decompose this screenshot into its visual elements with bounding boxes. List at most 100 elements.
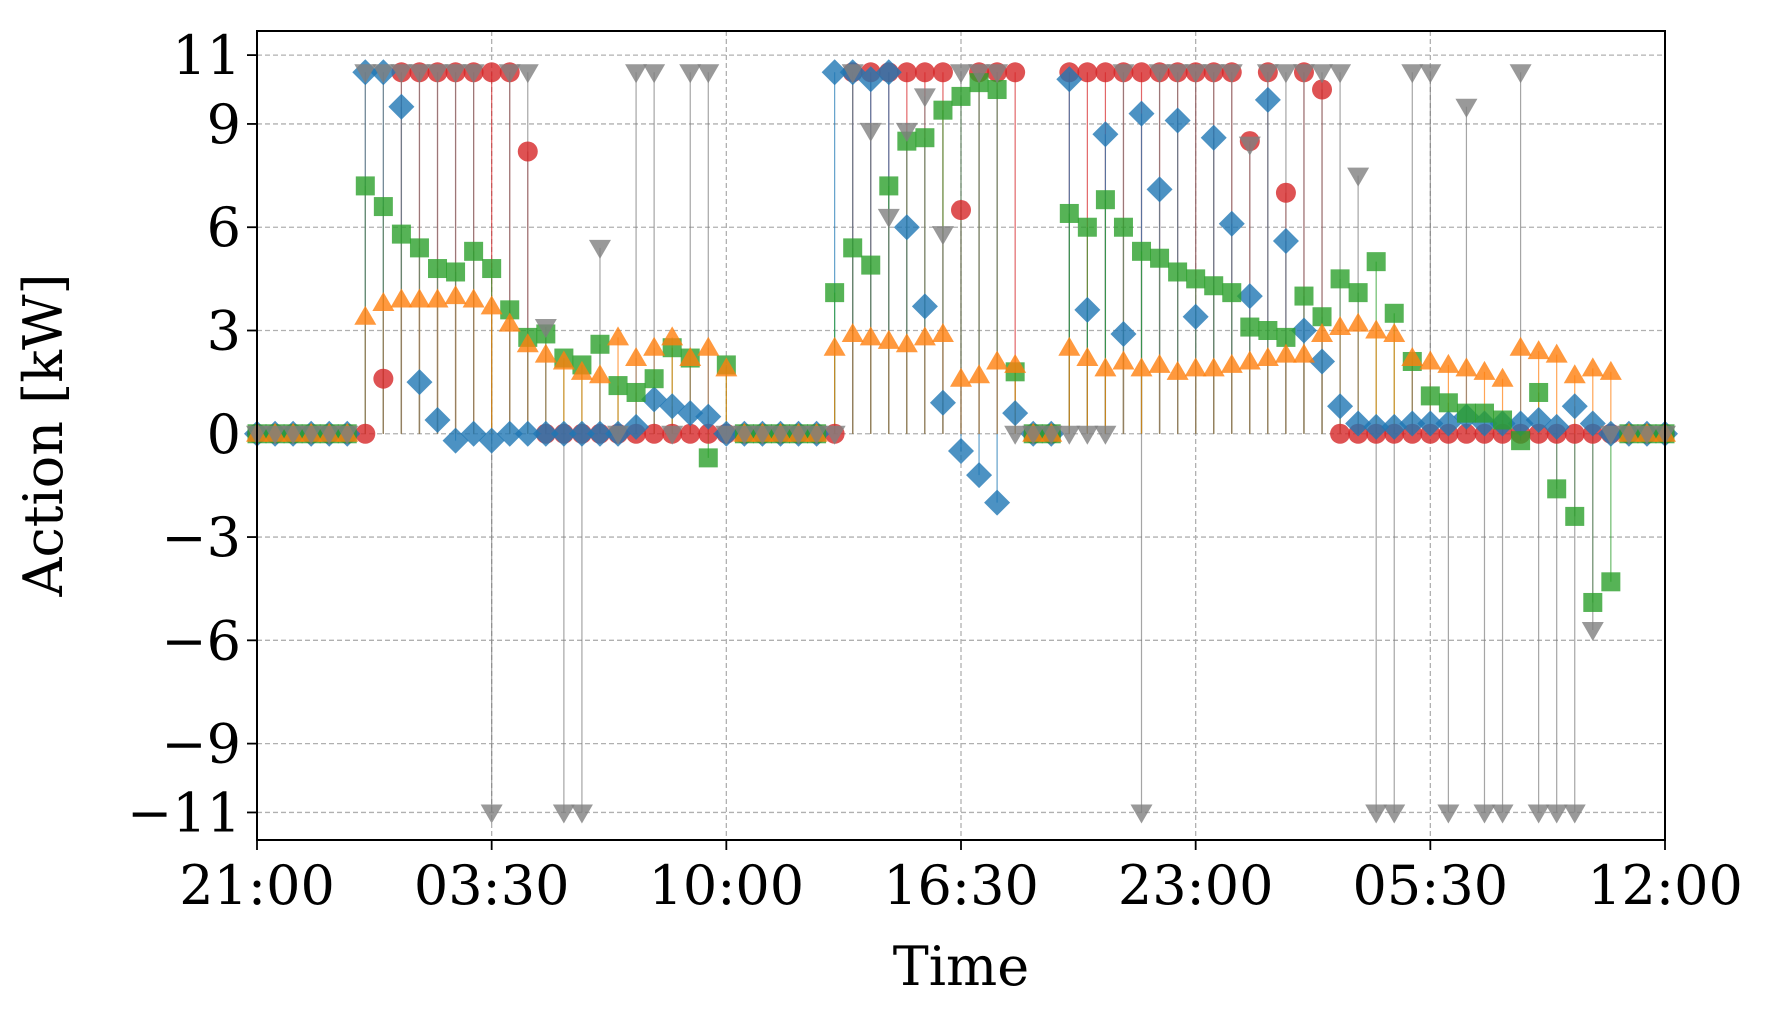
marker	[372, 291, 395, 311]
marker	[1166, 360, 1189, 380]
marker	[951, 86, 971, 106]
marker	[1474, 403, 1494, 423]
marker	[875, 59, 902, 86]
marker	[1311, 64, 1334, 84]
marker	[1204, 276, 1224, 296]
marker	[570, 360, 593, 380]
marker	[1164, 107, 1191, 134]
marker	[1438, 393, 1458, 413]
marker	[1146, 176, 1173, 203]
marker	[859, 122, 882, 142]
marker	[984, 489, 1011, 516]
marker	[1507, 410, 1534, 437]
marker	[1240, 317, 1260, 337]
marker	[1077, 62, 1098, 83]
marker	[1076, 347, 1099, 367]
marker	[680, 423, 701, 444]
y-axis-label: Action [kW]	[12, 273, 75, 597]
marker	[1311, 322, 1334, 342]
marker	[861, 255, 881, 275]
marker	[1581, 357, 1604, 377]
marker	[843, 238, 863, 258]
marker	[715, 357, 738, 377]
marker	[1236, 283, 1263, 310]
marker	[787, 425, 810, 445]
marker	[516, 64, 539, 84]
marker	[354, 305, 377, 325]
marker	[896, 62, 917, 83]
marker	[1309, 348, 1336, 375]
marker	[932, 62, 953, 83]
marker	[1564, 423, 1585, 444]
marker	[841, 322, 864, 342]
marker	[532, 420, 559, 447]
marker	[1095, 190, 1115, 210]
marker	[1399, 410, 1426, 437]
marker	[1545, 343, 1568, 363]
marker	[482, 259, 502, 279]
marker	[1294, 286, 1314, 306]
marker	[859, 326, 882, 346]
marker	[950, 64, 972, 84]
marker	[409, 238, 429, 258]
marker	[1059, 203, 1079, 223]
marker	[825, 283, 845, 303]
marker	[1274, 343, 1297, 363]
marker	[1005, 62, 1026, 83]
marker	[697, 64, 720, 84]
marker	[698, 448, 718, 468]
marker	[823, 336, 846, 356]
marker	[373, 368, 394, 389]
marker	[336, 425, 359, 445]
marker	[1312, 307, 1332, 327]
marker	[695, 403, 722, 430]
marker	[877, 329, 900, 349]
marker	[1058, 336, 1081, 356]
marker	[1220, 353, 1243, 373]
marker	[1365, 319, 1388, 339]
x-tick-label: 16:30	[883, 854, 1039, 917]
marker	[841, 64, 864, 84]
marker	[1202, 357, 1225, 377]
marker	[1272, 227, 1299, 254]
marker	[1256, 64, 1279, 84]
marker	[1417, 410, 1444, 437]
marker	[373, 197, 393, 217]
marker	[444, 285, 467, 305]
marker	[1401, 347, 1424, 367]
marker	[1365, 804, 1388, 824]
marker	[913, 326, 936, 346]
marker	[496, 420, 523, 447]
marker	[1635, 425, 1658, 445]
marker	[1092, 121, 1119, 148]
marker	[1182, 303, 1209, 330]
marker	[1329, 316, 1352, 336]
marker	[390, 64, 413, 84]
marker	[1528, 423, 1549, 444]
marker	[1563, 804, 1586, 824]
marker	[1040, 425, 1063, 445]
marker	[424, 407, 451, 434]
marker	[929, 389, 956, 416]
marker	[1166, 64, 1189, 84]
marker	[1527, 804, 1550, 824]
marker	[408, 288, 431, 308]
marker	[698, 423, 719, 444]
marker	[644, 423, 665, 444]
marker	[931, 226, 954, 246]
x-tick-label: 05:30	[1353, 854, 1509, 917]
marker	[1112, 64, 1135, 84]
marker	[1348, 283, 1368, 303]
y-tick-label: 0	[207, 403, 241, 466]
marker	[1509, 336, 1532, 356]
marker	[1238, 136, 1261, 156]
marker	[1330, 269, 1350, 289]
marker	[1491, 804, 1514, 824]
marker	[1022, 425, 1045, 445]
marker	[1218, 210, 1245, 237]
marker	[1456, 403, 1476, 423]
marker	[1583, 592, 1603, 612]
marker	[444, 64, 467, 84]
marker	[391, 224, 411, 244]
